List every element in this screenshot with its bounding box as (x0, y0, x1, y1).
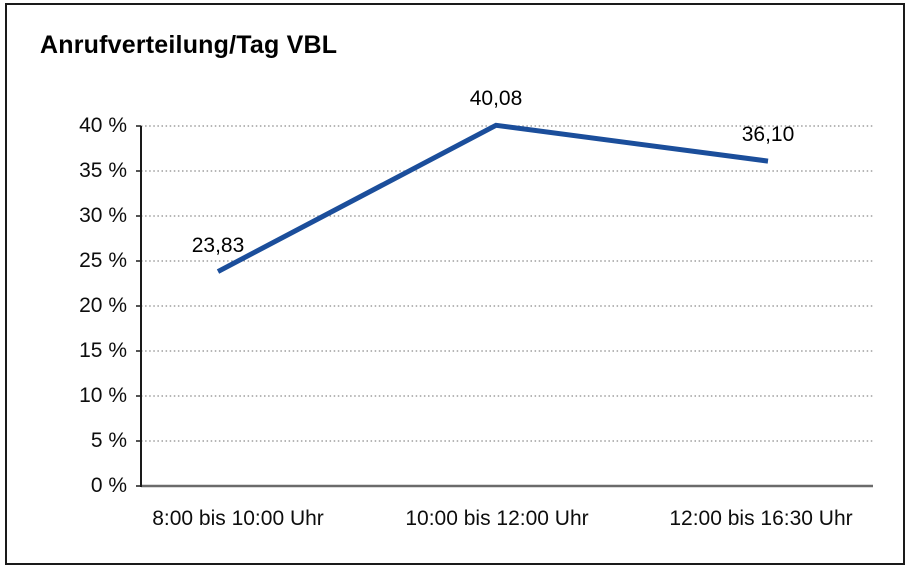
data-point-label: 40,08 (469, 87, 523, 111)
x-category-label: 8:00 bis 10:00 Uhr (152, 507, 324, 530)
y-tick-label: 5 % (90, 429, 127, 452)
y-tick-label: 30 % (79, 204, 127, 227)
y-tick-label: 0 % (90, 474, 127, 497)
y-tick-label: 25 % (79, 249, 127, 272)
y-tick-label: 10 % (79, 384, 127, 407)
y-tick-label: 20 % (79, 294, 127, 317)
x-category-label: 12:00 bis 16:30 Uhr (669, 507, 853, 530)
chart-title: Anrufverteilung/Tag VBL (40, 31, 338, 59)
y-tick-label: 40 % (79, 114, 127, 137)
y-tick-label: 35 % (79, 159, 127, 182)
data-point-label: 36,10 (741, 123, 795, 147)
chart-border (5, 3, 905, 565)
data-line (216, 122, 769, 274)
y-tick-label: 15 % (79, 339, 127, 362)
x-category-label: 10:00 bis 12:00 Uhr (405, 507, 589, 530)
data-point-label: 23,83 (191, 233, 245, 257)
